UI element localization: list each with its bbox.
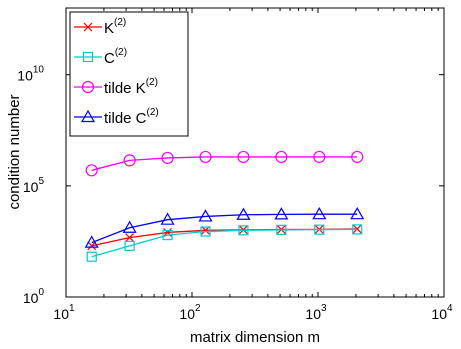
- data-point-tilde-k: [85, 164, 98, 177]
- legend-label: tilde K(2): [104, 77, 158, 97]
- x-axis-label: matrix dimension m: [190, 329, 320, 346]
- data-point-tilde-c: [160, 212, 175, 225]
- y-tick-label: 105: [23, 176, 45, 195]
- data-point-c: [314, 224, 325, 235]
- legend-label: tilde C(2): [104, 107, 159, 127]
- legend-marker: [82, 51, 94, 63]
- series-c: [86, 224, 363, 262]
- data-point-k: [352, 224, 362, 234]
- data-point-tilde-c: [236, 207, 251, 220]
- data-point-tilde-k: [237, 150, 250, 164]
- series-tilde-k: [85, 150, 364, 177]
- data-point-tilde-k: [313, 150, 326, 164]
- data-point-c: [124, 240, 135, 251]
- data-point-tilde-c: [84, 235, 99, 248]
- data-point-tilde-c: [122, 220, 137, 233]
- series-layer: [84, 150, 365, 262]
- x-tick-label: 102: [179, 303, 201, 322]
- data-point-tilde-k: [161, 151, 174, 165]
- data-point-c: [200, 226, 211, 237]
- x-tick-label: 101: [53, 303, 75, 322]
- x-tick-label: 103: [305, 303, 327, 322]
- data-point-tilde-k: [275, 150, 288, 164]
- series-line-tilde-k: [91, 156, 358, 171]
- data-point-c: [86, 251, 97, 262]
- legend-box: [69, 11, 189, 137]
- data-point-c: [162, 229, 173, 241]
- data-point-tilde-c: [274, 207, 289, 220]
- y-tick-label: 100: [23, 287, 45, 306]
- x-tick-label: 104: [431, 303, 453, 322]
- series-tilde-c: [84, 206, 365, 248]
- y-axis-label: condition number: [6, 94, 23, 209]
- legend-item-tilde-k: tilde K(2): [74, 77, 158, 97]
- data-point-k: [87, 241, 97, 251]
- data-point-c: [238, 225, 249, 236]
- y-tick-label: 1010: [17, 65, 44, 84]
- legend-marker: [83, 22, 93, 32]
- series-line-tilde-c: [91, 213, 358, 244]
- data-point-tilde-k: [123, 154, 136, 167]
- data-point-tilde-c: [198, 209, 213, 222]
- legend: K(2)C(2)tilde K(2)tilde C(2): [69, 11, 189, 137]
- data-point-k: [125, 233, 135, 243]
- data-point-tilde-c: [312, 206, 327, 220]
- series-line-c: [91, 228, 358, 258]
- data-point-tilde-k: [351, 150, 364, 164]
- data-point-tilde-k: [199, 150, 212, 164]
- legend-marker: [80, 109, 96, 123]
- legend-item-tilde-c: tilde C(2): [74, 107, 159, 127]
- data-point-c: [276, 224, 287, 235]
- data-point-tilde-c: [350, 206, 365, 220]
- legend-marker: [81, 80, 95, 94]
- data-point-c: [352, 224, 363, 235]
